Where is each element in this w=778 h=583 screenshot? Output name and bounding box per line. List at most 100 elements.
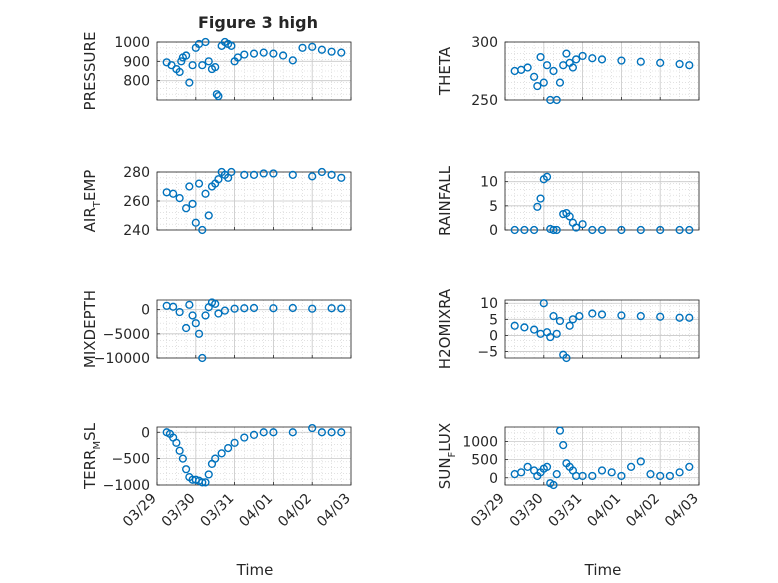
data-point	[539, 78, 548, 87]
data-point	[536, 52, 545, 62]
y-tick-label: 5	[489, 199, 498, 215]
y-axis-label: THETA	[436, 46, 454, 96]
data-point	[240, 50, 249, 59]
data-point	[188, 199, 197, 209]
data-point	[182, 323, 191, 333]
data-point	[617, 56, 626, 65]
data-point	[337, 304, 346, 313]
data-point	[185, 78, 194, 87]
data-point	[279, 51, 288, 60]
data-point	[308, 172, 317, 181]
data-point	[188, 311, 197, 320]
data-point	[308, 42, 317, 51]
data-point	[337, 48, 346, 57]
data-point	[546, 332, 555, 342]
data-point	[259, 48, 268, 57]
data-point	[656, 471, 665, 481]
data-point	[685, 61, 694, 70]
y-tick-label: 0	[141, 425, 150, 441]
data-point	[178, 454, 187, 463]
data-point	[185, 182, 194, 191]
y-tick-label: −5000	[103, 327, 150, 343]
data-point	[169, 189, 178, 198]
data-point	[542, 172, 552, 181]
data-point	[211, 63, 220, 72]
data-point	[597, 225, 607, 235]
subplot-rainfall: 0 5 10 RAINFALL	[436, 165, 700, 239]
data-point	[198, 353, 207, 363]
data-point	[555, 316, 565, 326]
data-point	[204, 57, 213, 66]
data-point	[552, 225, 561, 235]
data-point	[201, 311, 210, 320]
data-point	[617, 471, 626, 481]
data-point	[549, 480, 558, 490]
data-point	[230, 438, 239, 447]
data-point	[201, 189, 210, 198]
y-tick-label: −5	[477, 345, 498, 361]
data-point	[194, 179, 204, 188]
data-point	[588, 225, 597, 235]
axes-frame	[156, 299, 352, 359]
data-point	[533, 202, 542, 211]
data-point	[542, 61, 552, 70]
data-point	[249, 303, 259, 313]
x-tick-label: 04/02	[623, 491, 663, 531]
data-point	[201, 37, 210, 47]
data-point	[288, 170, 297, 180]
data-point	[617, 225, 626, 235]
data-point	[217, 449, 226, 458]
data-point	[191, 218, 200, 227]
data-point	[568, 63, 578, 72]
data-point	[227, 41, 236, 50]
data-point	[529, 225, 539, 235]
data-point	[240, 433, 249, 442]
data-point	[337, 428, 346, 437]
y-axis-label: RAINFALL	[436, 165, 454, 236]
data-point	[510, 225, 519, 235]
data-point	[233, 53, 242, 62]
x-tick-label: 04/03	[662, 491, 702, 531]
subplot-pressure: 800 900 1000 PRESSURE	[81, 32, 352, 110]
y-tick-label: −10000	[94, 351, 150, 367]
data-point	[646, 470, 655, 479]
data-point	[214, 175, 223, 184]
data-point	[597, 466, 607, 475]
x-tick-label: 03/31	[198, 491, 238, 531]
data-point	[182, 465, 191, 474]
y-tick-label: 280	[123, 165, 150, 181]
data-point	[327, 170, 336, 180]
y-tick-label: −1000	[103, 478, 150, 494]
data-point	[198, 478, 207, 487]
data-point	[578, 51, 587, 61]
data-point	[230, 304, 239, 313]
data-point	[259, 428, 268, 437]
axes-frame	[156, 41, 352, 101]
data-point	[555, 78, 565, 87]
data-point	[211, 454, 220, 463]
data-point	[565, 212, 574, 221]
data-point	[626, 462, 636, 471]
data-point	[562, 49, 571, 58]
data-point	[214, 309, 223, 318]
data-point	[188, 61, 197, 70]
y-axis-label: AIRTEMP	[81, 170, 103, 233]
data-point	[288, 303, 297, 313]
axes-frame	[504, 41, 700, 101]
data-point	[675, 313, 684, 322]
data-point	[549, 312, 558, 321]
data-point	[675, 468, 684, 477]
data-point	[220, 306, 230, 315]
data-point	[212, 90, 221, 99]
data-point	[597, 310, 607, 319]
y-tick-label: 0	[489, 471, 498, 487]
data-point	[523, 462, 532, 471]
data-point	[568, 315, 578, 324]
y-tick-label: 10	[480, 296, 498, 312]
data-point	[523, 63, 532, 72]
data-point	[529, 325, 539, 334]
y-tick-label: 0	[489, 223, 498, 239]
